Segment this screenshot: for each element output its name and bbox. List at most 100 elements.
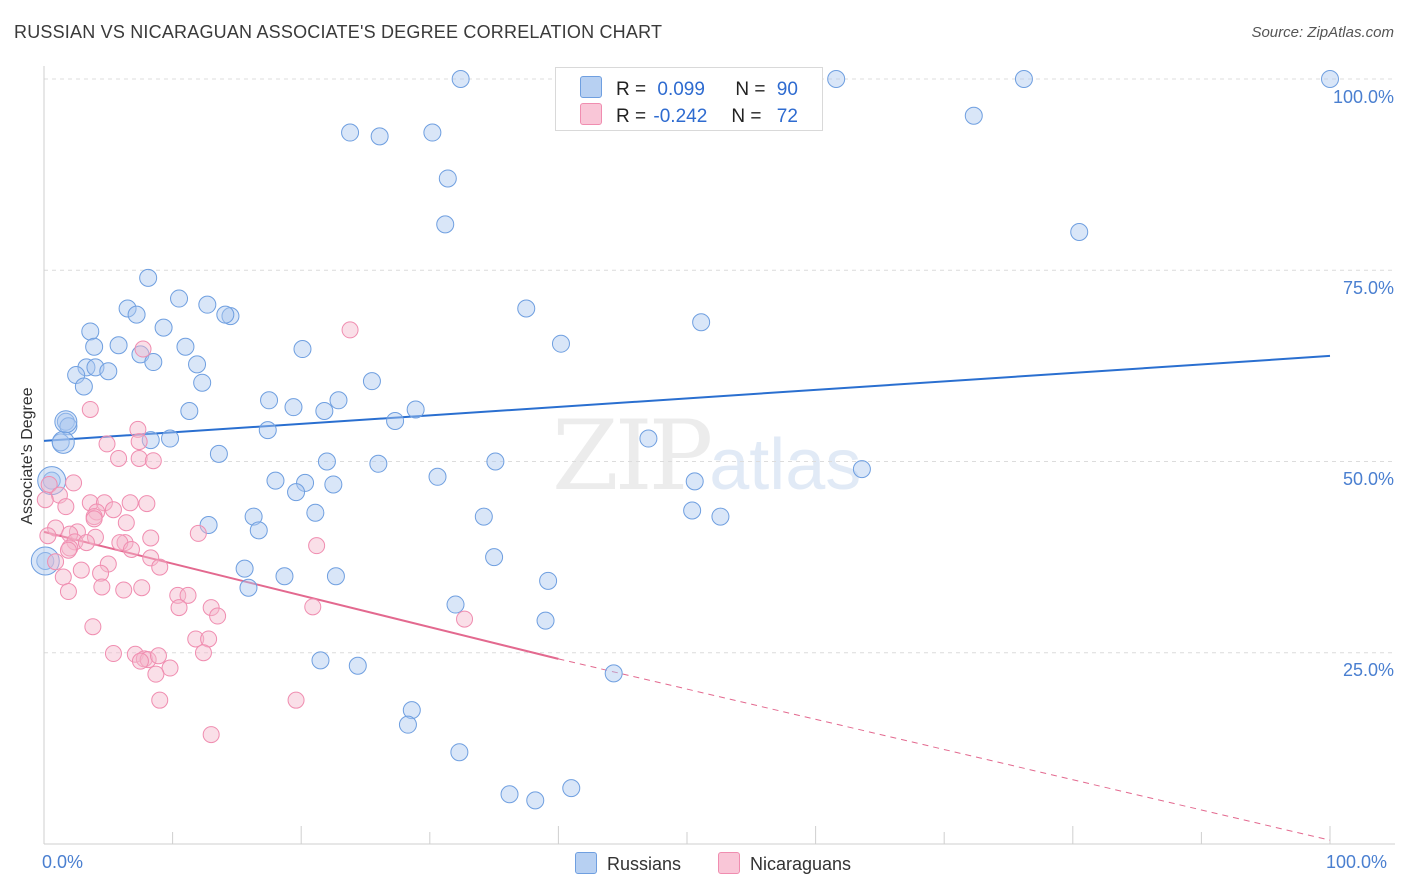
y-tick-75: 75.0% bbox=[1342, 278, 1394, 298]
russians-point bbox=[209, 444, 228, 463]
legend-nicaraguans[interactable]: Nicaraguans bbox=[718, 852, 851, 875]
nicaraguans-point bbox=[144, 452, 162, 470]
russians-point bbox=[118, 299, 137, 318]
nicaraguans-point bbox=[130, 449, 148, 467]
nicaraguans-point bbox=[161, 659, 179, 677]
source-label: Source: ZipAtlas.com bbox=[1251, 24, 1394, 41]
russians-legend-swatch bbox=[575, 852, 597, 874]
russians-point-cluster bbox=[51, 430, 75, 454]
russians-point bbox=[77, 358, 96, 377]
nicaraguans-point bbox=[86, 528, 104, 546]
russians-point bbox=[109, 336, 128, 355]
russians-point bbox=[526, 791, 545, 810]
russians-point bbox=[474, 507, 493, 526]
nicaraguans-point bbox=[131, 652, 149, 670]
russians-point bbox=[311, 651, 330, 670]
russians-r-value: 0.099 bbox=[657, 79, 705, 100]
trend-lines bbox=[43, 354, 1331, 841]
russians-swatch bbox=[580, 76, 602, 98]
russians-point bbox=[341, 123, 360, 142]
nicaraguans-point bbox=[287, 691, 305, 709]
watermark-atlas: atlas bbox=[709, 425, 862, 505]
russians-point bbox=[362, 372, 381, 391]
nicaraguans-point bbox=[72, 561, 90, 579]
russians-point bbox=[139, 268, 158, 287]
russians-point bbox=[239, 578, 258, 597]
nicaraguans-legend-label: Nicaraguans bbox=[750, 854, 852, 874]
russians-trend-line bbox=[43, 354, 1331, 442]
russians-point bbox=[216, 305, 235, 324]
nicaraguans-point bbox=[77, 534, 95, 552]
russians-point bbox=[244, 507, 263, 526]
russians-point bbox=[539, 571, 558, 590]
russians-point bbox=[428, 467, 447, 486]
nicaraguans-point bbox=[126, 645, 144, 663]
russians-point bbox=[451, 70, 470, 88]
russians-legend-label: Russians bbox=[607, 854, 682, 874]
russians-point bbox=[293, 340, 312, 359]
x-tick-100: 100.0% bbox=[1326, 852, 1388, 872]
russians-point bbox=[260, 391, 279, 410]
nicaraguans-point bbox=[36, 491, 54, 509]
nicaraguans-point bbox=[187, 630, 205, 648]
nicaraguans-point bbox=[308, 537, 326, 555]
nicaraguans-point bbox=[98, 435, 116, 453]
nicaraguans-point bbox=[151, 691, 169, 709]
russians-point bbox=[235, 559, 254, 578]
russians-point bbox=[423, 123, 442, 142]
nicaraguans-legend-swatch bbox=[718, 852, 740, 874]
nicaraguans-point bbox=[142, 549, 160, 567]
russians-point bbox=[199, 515, 218, 534]
russians-point bbox=[306, 503, 325, 522]
russians-n-value: 90 bbox=[776, 79, 798, 100]
russians-point bbox=[348, 656, 367, 675]
russians-point bbox=[369, 454, 388, 473]
nicaraguans-point bbox=[149, 647, 167, 665]
russians-point bbox=[1321, 70, 1339, 88]
russians-point bbox=[536, 611, 555, 630]
russians-point bbox=[326, 567, 345, 586]
nicaraguans-point bbox=[142, 529, 160, 547]
russians-point bbox=[329, 391, 348, 410]
russians-point bbox=[1014, 70, 1033, 88]
nicaraguans-point bbox=[456, 610, 474, 628]
nicaraguans-point bbox=[81, 400, 99, 418]
watermark-zip: ZIP bbox=[552, 400, 713, 512]
nicaraguans-point bbox=[202, 599, 220, 617]
nicaraguans-point bbox=[133, 579, 151, 597]
russians-point bbox=[517, 299, 536, 318]
russians-point bbox=[446, 595, 465, 614]
russians-point bbox=[436, 215, 455, 234]
nicaraguans-point bbox=[129, 420, 147, 438]
nicaraguans-point bbox=[57, 498, 75, 516]
russians-n-label: N = bbox=[735, 79, 766, 100]
russians-point bbox=[639, 429, 658, 448]
russians-points bbox=[30, 70, 1339, 810]
russians-point bbox=[711, 507, 730, 526]
y-tick-25: 25.0% bbox=[1342, 660, 1394, 680]
legend-russians[interactable]: Russians bbox=[575, 852, 681, 875]
russians-point bbox=[144, 353, 163, 372]
russians-point bbox=[154, 318, 173, 337]
nicaraguans-point bbox=[93, 578, 111, 596]
russians-point bbox=[81, 322, 100, 341]
russians-point bbox=[562, 779, 581, 798]
russians-point bbox=[438, 169, 457, 188]
nicaraguans-point bbox=[169, 586, 187, 604]
russians-point bbox=[85, 337, 104, 356]
russians-point bbox=[188, 355, 207, 374]
russians-point bbox=[964, 106, 983, 125]
nicaraguans-point bbox=[121, 494, 139, 512]
legend-row-russians: R = 0.099 N = 90 bbox=[580, 76, 798, 100]
nicaraguans-point bbox=[88, 503, 106, 521]
correlation-legend: R = 0.099 N = 90 R = -0.242 N = 72 bbox=[555, 67, 823, 131]
watermark: ZIPatlas bbox=[552, 400, 861, 512]
nicaraguans-point bbox=[151, 558, 169, 576]
russians-point bbox=[398, 715, 417, 734]
russians-point-cluster bbox=[54, 410, 78, 434]
nicaraguans-point bbox=[134, 340, 152, 358]
nicaraguans-point bbox=[59, 541, 77, 559]
russians-point bbox=[485, 548, 504, 567]
russians-point bbox=[386, 411, 405, 430]
